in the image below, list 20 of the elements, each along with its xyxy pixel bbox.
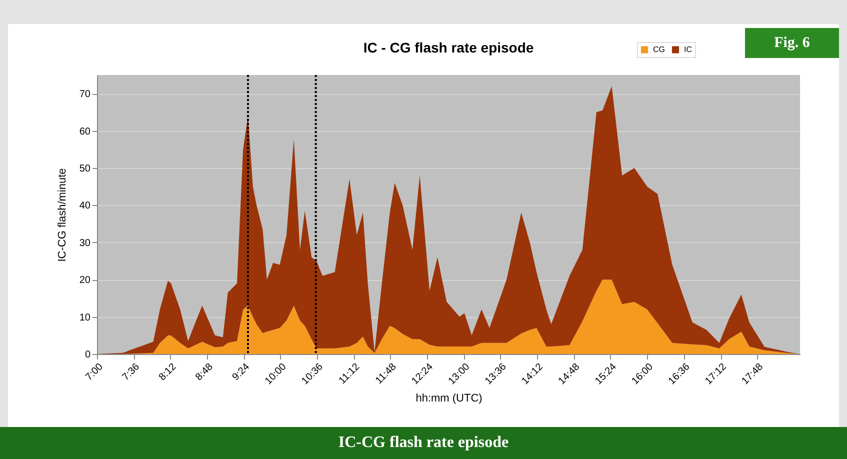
y-tick-label: 0: [84, 350, 91, 360]
x-tick-label: 8:48: [194, 361, 216, 384]
y-tick-label: 20: [79, 275, 91, 286]
y-tick-label: 60: [79, 126, 91, 138]
caption: Fig. 6: [745, 28, 839, 58]
x-axis-title: hh:mm (UTC): [416, 392, 482, 404]
legend-label: IC: [684, 44, 692, 54]
x-tick-label: 7:36: [120, 361, 142, 384]
x-tick-label: 8:12: [157, 361, 179, 384]
y-tick-label: 40: [79, 200, 91, 212]
x-tick-label: 9:24: [230, 361, 252, 384]
y-tick-label: 50: [79, 164, 91, 174]
chart-title: IC - CG flash rate episode: [363, 40, 534, 56]
legend-label: CG: [653, 44, 665, 54]
y-tick-label: 30: [79, 238, 91, 249]
text: IC-CG flash rate episode: [0, 427, 847, 459]
y-axis-title: IC-CG flash/minute: [56, 168, 68, 262]
x-tick-label: 7:00: [84, 361, 106, 384]
y-tick-label: 10: [79, 312, 91, 324]
y-tick-label: 70: [79, 89, 91, 100]
